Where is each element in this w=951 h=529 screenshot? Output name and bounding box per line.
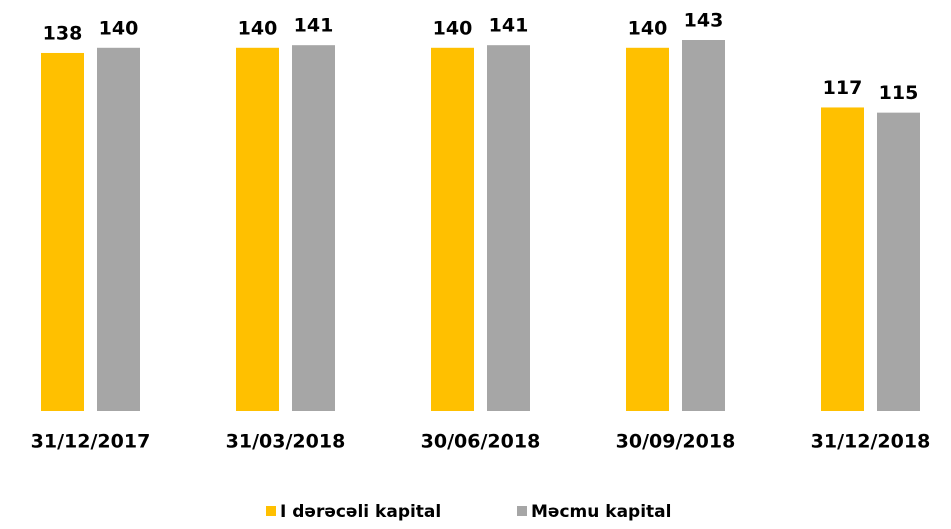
- bar: [626, 47, 669, 412]
- x-tick-label: 30/09/2018: [616, 431, 736, 453]
- bar: [97, 47, 140, 412]
- legend-label: I dərəcəli kapital: [280, 502, 441, 522]
- value-label: 117: [823, 77, 863, 99]
- value-label: 140: [433, 17, 473, 39]
- bar: [682, 40, 725, 411]
- value-label: 138: [43, 22, 83, 44]
- legend-label: Məcmu kapital: [531, 502, 671, 522]
- x-tick-label: 31/12/2017: [31, 431, 151, 453]
- value-label: 141: [294, 15, 334, 37]
- bar: [487, 45, 530, 411]
- legend-swatch: [266, 506, 276, 516]
- x-tick-label: 30/06/2018: [421, 431, 541, 453]
- value-label: 115: [879, 82, 919, 104]
- value-label: 140: [238, 17, 278, 39]
- bar: [41, 52, 84, 412]
- bar: [877, 112, 920, 411]
- value-label: 140: [99, 17, 139, 39]
- x-tick-label: 31/12/2018: [811, 431, 931, 453]
- x-tick-label: 31/03/2018: [226, 431, 346, 453]
- value-label: 140: [628, 17, 668, 39]
- bar: [821, 107, 864, 412]
- value-label: 141: [489, 15, 529, 37]
- bar: [236, 47, 279, 412]
- bar: [292, 45, 335, 411]
- value-label: 143: [684, 10, 724, 32]
- bar: [431, 47, 474, 412]
- legend-swatch: [517, 506, 527, 516]
